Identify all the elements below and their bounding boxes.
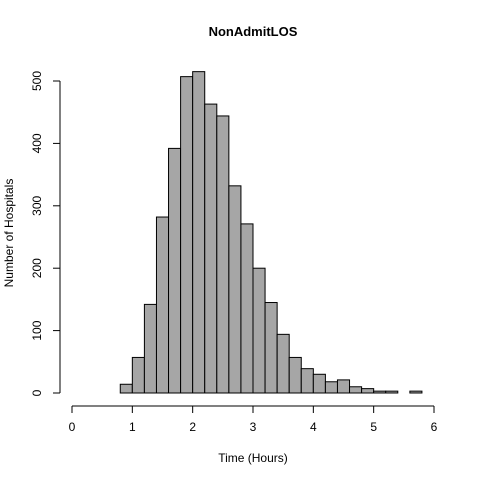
chart-title: NonAdmitLOS [209, 24, 298, 39]
histogram-bar [180, 76, 194, 394]
histogram-bar [192, 71, 206, 394]
histogram-bar [264, 302, 278, 394]
y-tick-label: 200 [30, 258, 44, 278]
histogram-bar [216, 115, 230, 394]
histogram-bar [336, 379, 351, 394]
histogram-bar [409, 390, 423, 394]
histogram-bar [131, 356, 145, 394]
histogram-bar [361, 388, 375, 394]
x-tick-label: 0 [69, 420, 76, 434]
histogram-bar [288, 356, 302, 394]
histogram-bar [155, 216, 170, 394]
histogram-bar [324, 381, 338, 394]
histogram-bar [240, 223, 254, 394]
histogram-bar [349, 386, 363, 394]
histogram-bar [168, 147, 182, 394]
histogram-bar [204, 103, 218, 394]
histogram-bar [312, 373, 326, 394]
y-tick-label: 400 [30, 133, 44, 153]
x-tick-label: 5 [370, 420, 377, 434]
histogram-bar [276, 333, 290, 394]
x-axis-label: Time (Hours) [218, 451, 288, 465]
y-tick-label: 500 [30, 71, 44, 91]
histogram-bars [119, 71, 423, 394]
y-tick-label: 0 [30, 389, 44, 396]
x-tick-label: 4 [310, 420, 317, 434]
histogram-bar [252, 267, 266, 394]
x-tick-label: 3 [250, 420, 257, 434]
y-tick-label: 300 [30, 195, 44, 215]
x-tick-label: 6 [431, 420, 438, 434]
y-axis-label: Number of Hospitals [2, 179, 16, 288]
histogram-bar [228, 185, 242, 394]
histogram-bar [300, 368, 314, 394]
histogram-bar [385, 390, 399, 394]
x-tick-label: 2 [189, 420, 196, 434]
y-tick-label: 100 [30, 320, 44, 340]
x-axis: 0 1 2 3 4 5 6 [69, 405, 438, 434]
histogram-bar [143, 303, 157, 394]
histogram-bar [119, 383, 133, 394]
histogram-bar [373, 390, 387, 394]
y-axis: 0 100 200 300 400 500 [30, 71, 61, 396]
x-tick-label: 1 [129, 420, 136, 434]
